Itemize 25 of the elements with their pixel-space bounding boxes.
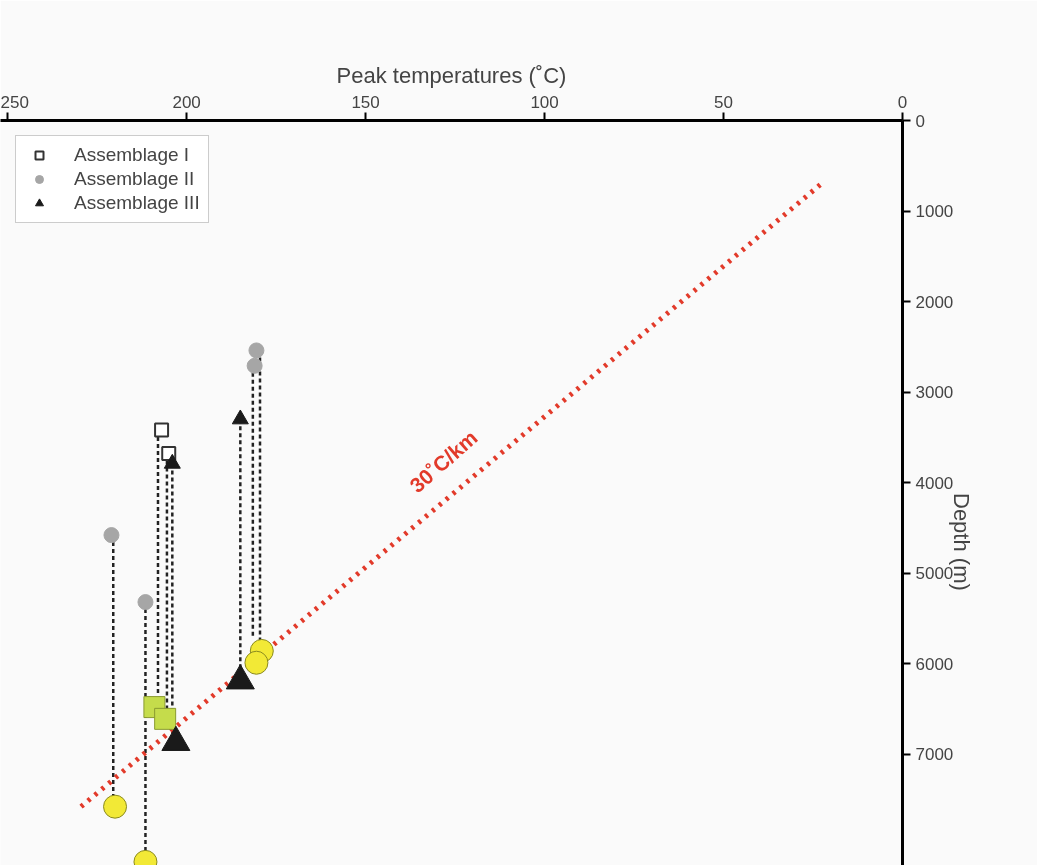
y-tick-label: 3000 <box>915 383 954 403</box>
point <box>103 527 120 544</box>
x-tick-label: 50 <box>714 92 733 112</box>
point <box>154 422 170 438</box>
point <box>248 342 265 359</box>
y-tick-label: 6000 <box>915 654 954 674</box>
y-tick-label: 7000 <box>915 745 954 765</box>
point <box>103 794 128 819</box>
point <box>154 707 177 730</box>
x-tick-label: 0 <box>897 92 908 112</box>
point <box>246 357 263 374</box>
legend-label: Assemblage I <box>74 144 190 166</box>
y-tick-label: 4000 <box>915 473 954 493</box>
y-tick-label: 2000 <box>915 292 954 312</box>
point <box>244 650 269 675</box>
x-tick-label: 200 <box>172 92 201 112</box>
legend-label: Assemblage III <box>74 192 200 214</box>
point <box>137 594 154 611</box>
x-tick-label: 250 <box>0 92 29 112</box>
legend-label: Assemblage II <box>74 168 195 190</box>
x-tick-label: 150 <box>351 92 380 112</box>
y-tick-label: 0 <box>915 111 925 131</box>
y-tick-label: 1000 <box>915 202 954 222</box>
x-axis-title: Peak temperatures (˚C) <box>336 62 567 88</box>
x-tick-label: 100 <box>530 92 559 112</box>
